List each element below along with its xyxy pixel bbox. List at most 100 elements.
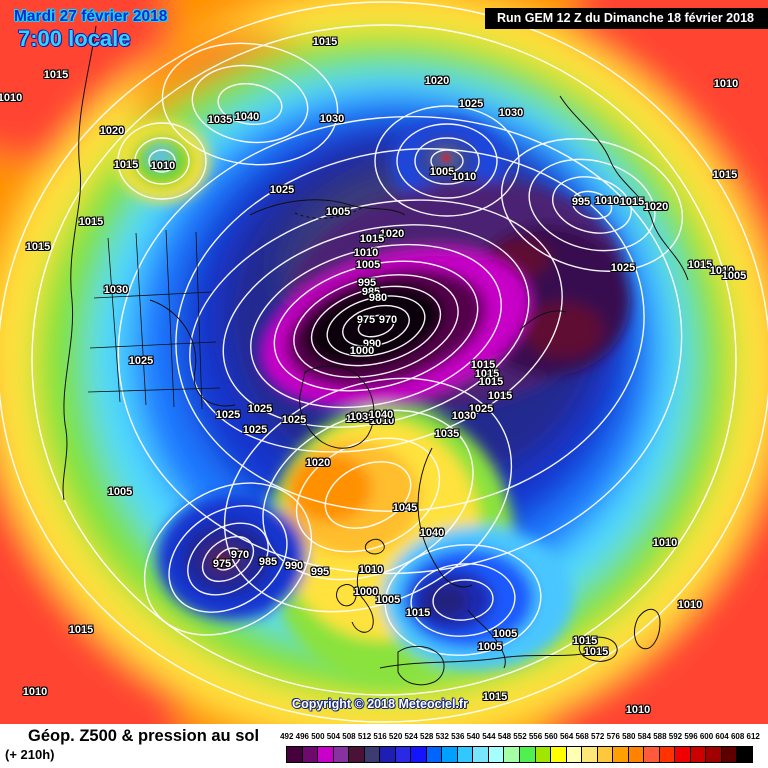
pressure-label: 1030	[451, 410, 477, 422]
colorbar-tick: 504	[326, 732, 341, 741]
colorbar-swatch	[379, 746, 396, 763]
pressure-label: 1015	[712, 169, 738, 181]
colorbar-tick: 560	[544, 732, 558, 741]
colorbar-swatch	[425, 746, 443, 763]
forecast-hour-label: (+ 210h)	[5, 747, 55, 762]
colorbar-tick: 500	[311, 732, 325, 741]
pressure-label: 970	[230, 549, 250, 561]
contour-lines	[0, 1, 768, 723]
pressure-label: 1005	[721, 270, 747, 282]
pressure-label: 1010	[709, 265, 735, 277]
colorbar-tick: 536	[451, 732, 465, 741]
pressure-label: 1015	[68, 624, 94, 636]
colorbar-tick: 520	[388, 732, 403, 741]
pressure-label: 1010	[713, 78, 739, 90]
colorbar-tick: 564	[559, 732, 574, 741]
colorbar-swatch	[348, 746, 365, 763]
pressure-label: 1025	[281, 414, 307, 426]
pressure-label: 1025	[247, 403, 273, 415]
pressure-label: 980	[368, 292, 388, 304]
pressure-label: 1045	[392, 502, 418, 514]
colorbar-tick: 512	[357, 732, 372, 741]
pressure-label: 1030	[103, 284, 129, 296]
pressure-label: 1015	[359, 233, 385, 245]
colorbar-swatch	[332, 746, 350, 763]
colorbar-tick: 496	[295, 732, 309, 741]
pressure-label: 1020	[643, 201, 669, 213]
pressure-label: 1010	[369, 415, 395, 427]
pressure-label: 1015	[482, 691, 508, 703]
colorbar-swatch	[456, 746, 474, 763]
pressure-label: 1010	[358, 564, 384, 576]
pressure-label: 975	[212, 558, 232, 570]
colorbar-tick: 604	[715, 732, 729, 741]
pressure-label: 1035	[207, 114, 233, 126]
weather-map: 1015 1010 1015 1020 1015 1010 1035 1040 1030 1025…	[0, 0, 768, 724]
pressure-label: 1020	[99, 125, 125, 137]
colorbar-tick: 548	[497, 732, 512, 741]
pressure-label: 1015	[478, 376, 504, 388]
pressure-label: 1020	[379, 228, 405, 240]
pressure-label: 995	[357, 277, 377, 289]
pressure-label: 1025	[215, 409, 241, 421]
valid-date-label: Mardi 27 février 2018	[14, 8, 168, 25]
colorbar-swatch	[394, 746, 412, 763]
pressure-label: 1010	[677, 599, 703, 611]
colorbar-swatch	[705, 746, 722, 763]
colorbar-swatch	[658, 746, 676, 763]
colorbar-tick: 544	[482, 732, 496, 741]
colorbar-swatch	[410, 746, 427, 763]
pressure-label: 1005	[355, 259, 381, 271]
pressure-label: 1025	[468, 403, 494, 415]
pressure-label: 1015	[583, 646, 609, 658]
pressure-label: 1010	[353, 247, 379, 259]
pressure-label: 1040	[419, 527, 445, 539]
pressure-label: 1015	[405, 607, 431, 619]
colorbar-swatch	[627, 746, 645, 763]
colorbar-swatch	[301, 746, 319, 763]
pressure-label: 1005	[429, 166, 455, 178]
colorbar-tick: 612	[746, 732, 760, 741]
pressure-label: 1015	[474, 368, 500, 380]
pressure-label: 1010	[625, 704, 651, 716]
colorbar-swatch	[441, 746, 458, 763]
pressure-label: 1020	[424, 75, 450, 87]
pressure-label: 1000	[353, 586, 379, 598]
pressure-label: 985	[258, 556, 278, 568]
colorbar-tick: 556	[528, 732, 543, 741]
pressure-label: 995	[310, 566, 330, 578]
pressure-label: 1020	[305, 457, 331, 469]
colorbar-swatch	[472, 746, 489, 763]
pressure-label: 1015	[113, 159, 139, 171]
colorbar-swatch	[643, 746, 660, 763]
colorbar-tick: 588	[653, 732, 667, 741]
pressure-label: 1015	[312, 36, 338, 48]
pressure-label: 990	[284, 560, 304, 572]
colorbar-tick: 524	[404, 732, 418, 741]
pressure-label: 1005	[325, 206, 351, 218]
pressure-label: 1025	[128, 355, 154, 367]
pressure-label: 1015	[25, 241, 51, 253]
pressure-label: 1010	[0, 92, 23, 104]
colorbar-swatch	[317, 746, 334, 763]
pressure-label: 970	[378, 314, 398, 326]
chart-title: Géop. Z500 & pression au sol	[28, 727, 260, 745]
colorbar-swatch	[720, 746, 738, 763]
coastlines	[62, 25, 689, 686]
pressure-label: 1040	[368, 409, 394, 421]
colorbar-swatch	[689, 746, 707, 763]
colorbar-swatch	[736, 746, 753, 763]
pressure-label: 1030	[349, 411, 375, 423]
pressure-label: 1005	[477, 641, 503, 653]
colorbar-swatch	[612, 746, 629, 763]
colorbar-swatch	[487, 746, 505, 763]
pressure-label: 1005	[107, 486, 133, 498]
colorbar-tick: 568	[575, 732, 589, 741]
pressure-label: 1005	[375, 594, 401, 606]
copyright-label: Copyright © 2018 Meteociel.fr	[292, 697, 468, 711]
colorbar-tick: 576	[606, 732, 620, 741]
geopotential-field-graphic	[0, 0, 768, 724]
colorbar-swatch	[581, 746, 598, 763]
colorbar-tick: 508	[342, 732, 356, 741]
